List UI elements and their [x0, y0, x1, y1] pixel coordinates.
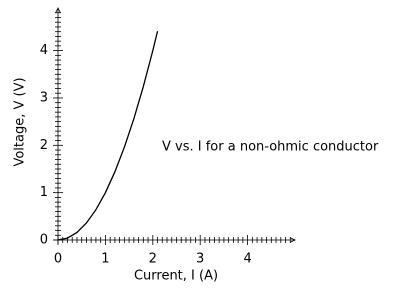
data-line	[57, 31, 159, 241]
y-tick-label: 1	[40, 185, 48, 200]
y-tick-label: 2	[40, 138, 48, 153]
x-axis-label: Current, I (A)	[134, 269, 218, 284]
y-tick-label: 4	[40, 43, 48, 58]
y-tick-label: 3	[40, 90, 48, 105]
x-tick-label: 0	[54, 252, 62, 267]
y-axis-label: Voltage, V (V)	[13, 77, 28, 166]
x-tick-label: 4	[243, 252, 251, 267]
annotation: V vs. I for a non-ohmic conductor	[162, 140, 379, 155]
y-tick-label: 0	[40, 233, 48, 248]
x-tick-label: 3	[196, 252, 204, 267]
x-tick-label: 1	[101, 252, 109, 267]
x-tick-label: 2	[149, 252, 157, 267]
